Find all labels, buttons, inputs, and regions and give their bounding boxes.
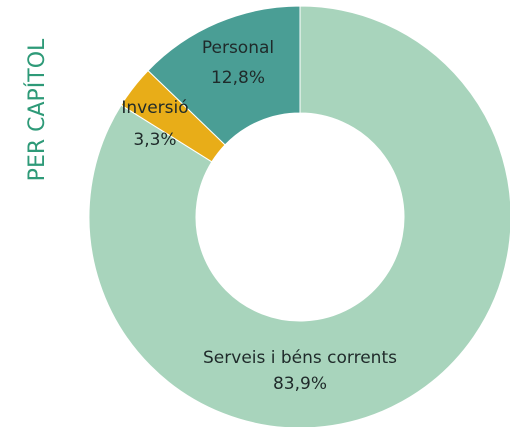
segment-label: Inversió	[121, 98, 188, 118]
chart-title: PER CAPÍTOL	[24, 38, 50, 181]
segment-label: Personal	[202, 38, 274, 58]
value-label: 3,3%	[133, 130, 176, 150]
segment-label: Serveis i béns corrents	[203, 348, 397, 368]
value-label: 12,8%	[211, 68, 265, 88]
donut-segment	[147, 5, 301, 146]
donut-segment	[88, 5, 510, 427]
value-label: 83,9%	[273, 374, 327, 394]
